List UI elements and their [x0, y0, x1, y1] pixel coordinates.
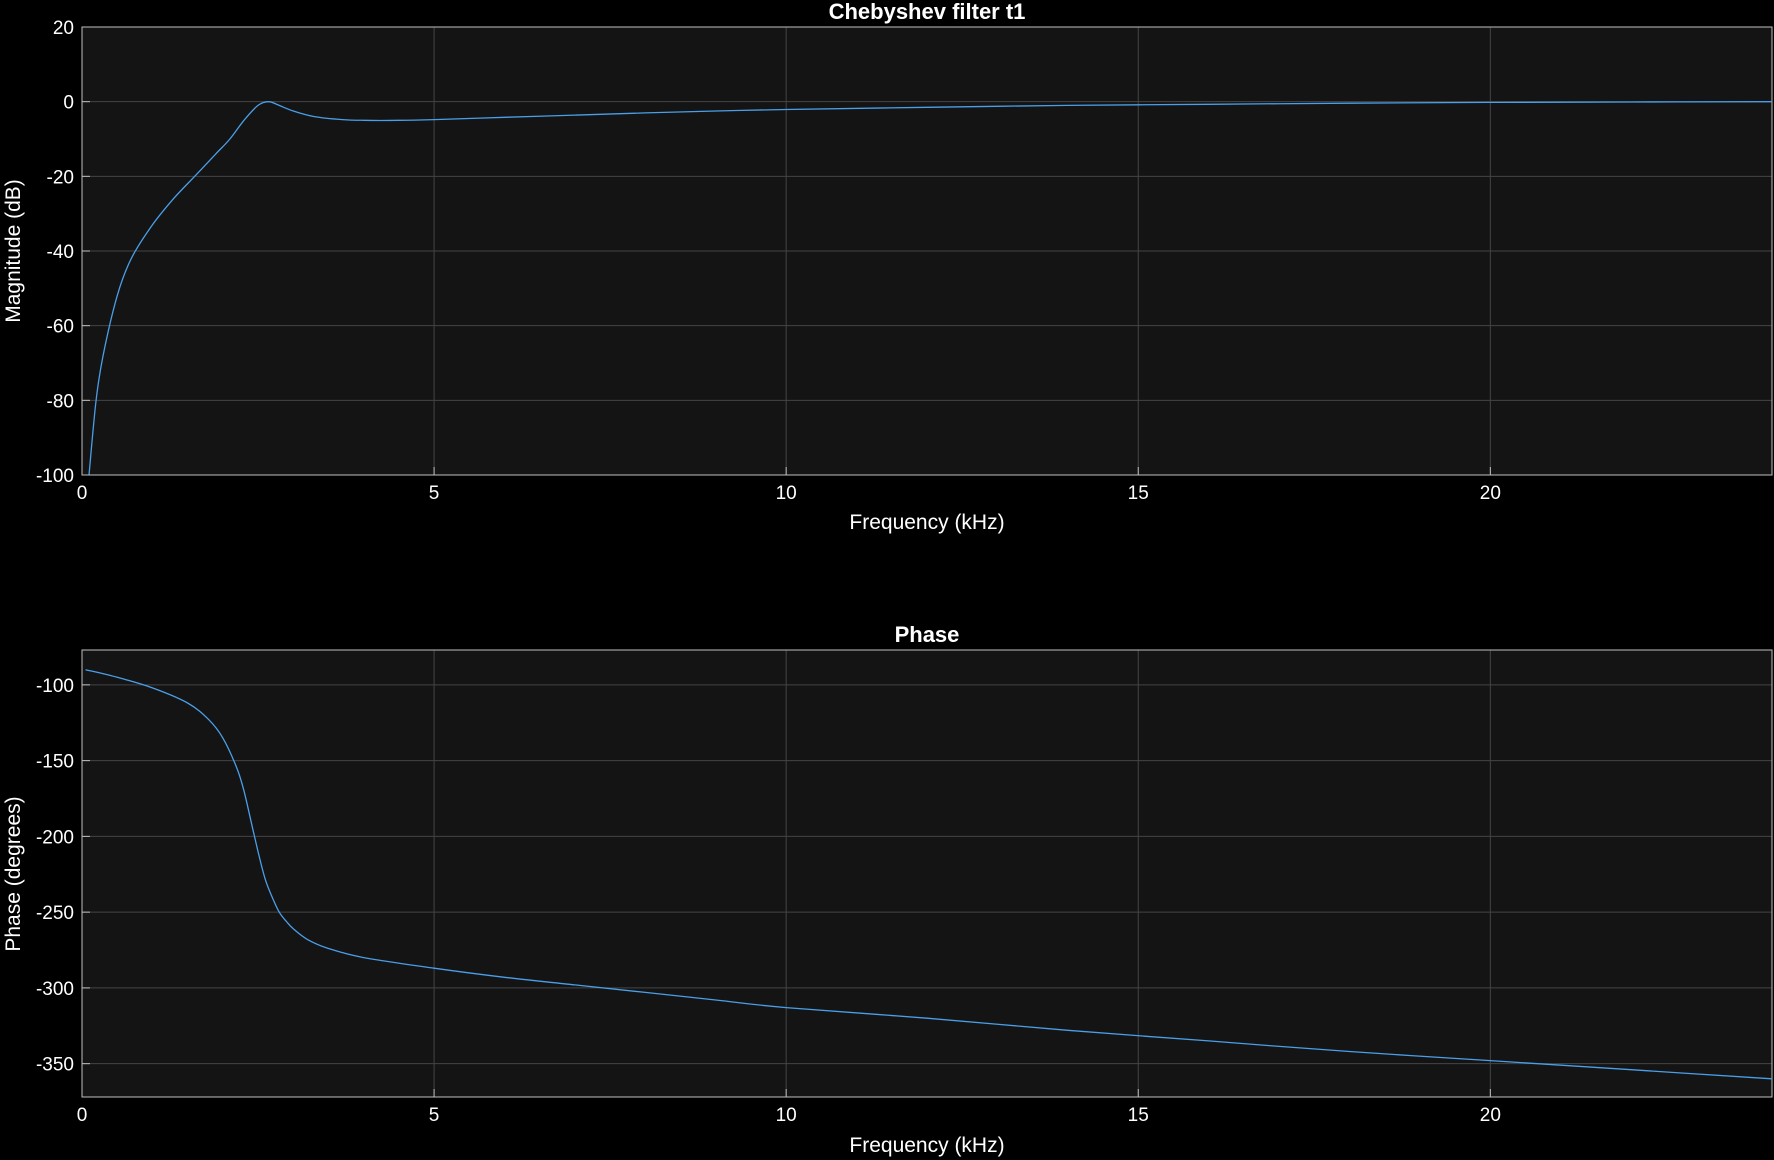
magnitude-y-tick-label: -60	[47, 317, 74, 338]
phase-x-tick-label: 10	[776, 1105, 797, 1126]
phase-x-tick-label: 0	[77, 1105, 88, 1126]
phase-y-tick-label: -200	[36, 827, 74, 848]
phase-title: Phase	[895, 622, 960, 647]
phase-plot-area	[82, 650, 1772, 1097]
phase-y-tick-label: -150	[36, 752, 74, 773]
phase-ticks: 0 5 10 15 20 -100 -150 -200 -250 -300 -350	[36, 676, 1501, 1126]
magnitude-x-tick-label: 0	[77, 483, 88, 504]
magnitude-x-tick-label: 20	[1480, 483, 1501, 504]
magnitude-y-tick-label: 0	[63, 93, 74, 114]
phase-ylabel: Phase (degrees)	[2, 796, 25, 951]
magnitude-y-tick-label: -100	[36, 466, 74, 487]
phase-y-tick-label: -350	[36, 1055, 74, 1076]
magnitude-x-tick-label: 5	[429, 483, 440, 504]
magnitude-grid	[82, 27, 1772, 475]
magnitude-y-tick-label: -40	[47, 242, 74, 263]
phase-series-line-0	[85, 669, 1773, 1080]
magnitude-xlabel: Frequency (kHz)	[849, 511, 1004, 534]
magnitude-series-line-0	[88, 101, 1773, 476]
phase-x-tick-label: 5	[429, 1105, 440, 1126]
magnitude-title: Chebyshev filter t1	[829, 0, 1026, 24]
phase-y-tick-label: -100	[36, 676, 74, 697]
magnitude-y-tick-label: -20	[47, 167, 74, 188]
phase-y-tick-label: -250	[36, 903, 74, 924]
phase-grid	[82, 650, 1772, 1097]
phase-xlabel: Frequency (kHz)	[849, 1134, 1004, 1157]
phase-line-layer	[85, 669, 1773, 1080]
magnitude-x-tick-label: 15	[1128, 483, 1149, 504]
magnitude-ticks: 0 5 10 15 20 20 0 -20 -40 -60 -80 -100	[36, 18, 1501, 504]
phase-x-tick-label: 20	[1480, 1105, 1501, 1126]
magnitude-line-layer	[88, 101, 1773, 476]
phase-y-tick-label: -300	[36, 979, 74, 1000]
phase-axis-box	[81, 649, 1773, 1098]
phase-x-tick-label: 15	[1128, 1105, 1149, 1126]
magnitude-ylabel: Magnitude (dB)	[2, 179, 25, 323]
magnitude-axes: 0 5 10 15 20 20 0 -20 -40 -60 -80 -100 Chebyshev fi…	[2, 0, 1773, 534]
phase-axes: 0 5 10 15 20 -100 -150 -200 -250 -300 -350 Phase F…	[2, 622, 1773, 1157]
magnitude-x-tick-label: 10	[776, 483, 797, 504]
magnitude-y-tick-label: -80	[47, 391, 74, 412]
magnitude-y-tick-label: 20	[53, 18, 74, 39]
